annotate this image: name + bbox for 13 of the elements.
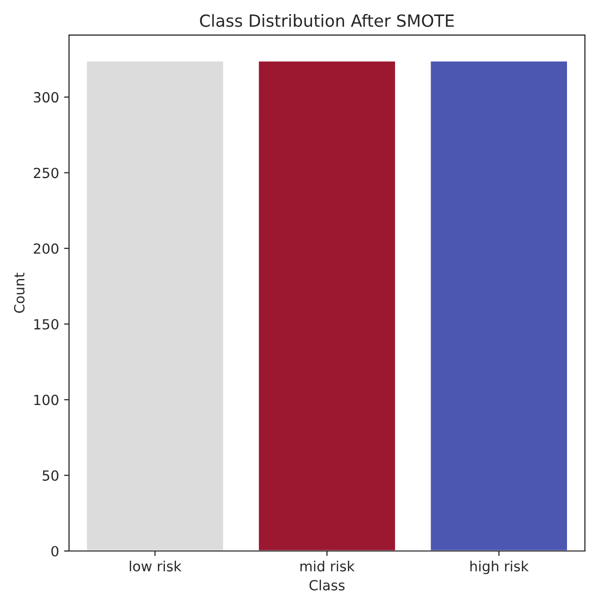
chart-title: Class Distribution After SMOTE bbox=[200, 14, 454, 27]
y-tick-label: 150 bbox=[34, 319, 58, 330]
y-tick-label: 300 bbox=[34, 92, 58, 103]
y-tick-label: 200 bbox=[34, 243, 58, 254]
x-tick-label: low risk bbox=[130, 560, 182, 572]
x-axis-title: Class bbox=[309, 580, 345, 590]
y-axis-title: Count bbox=[14, 272, 25, 313]
y-tick-label: 100 bbox=[34, 394, 58, 406]
y-tick-label: 0 bbox=[51, 546, 58, 556]
x-tick-label: mid risk bbox=[300, 560, 355, 572]
y-tick-label: 50 bbox=[42, 470, 58, 481]
x-tick-label: high risk bbox=[470, 560, 529, 574]
y-tick-label: 250 bbox=[34, 168, 58, 178]
